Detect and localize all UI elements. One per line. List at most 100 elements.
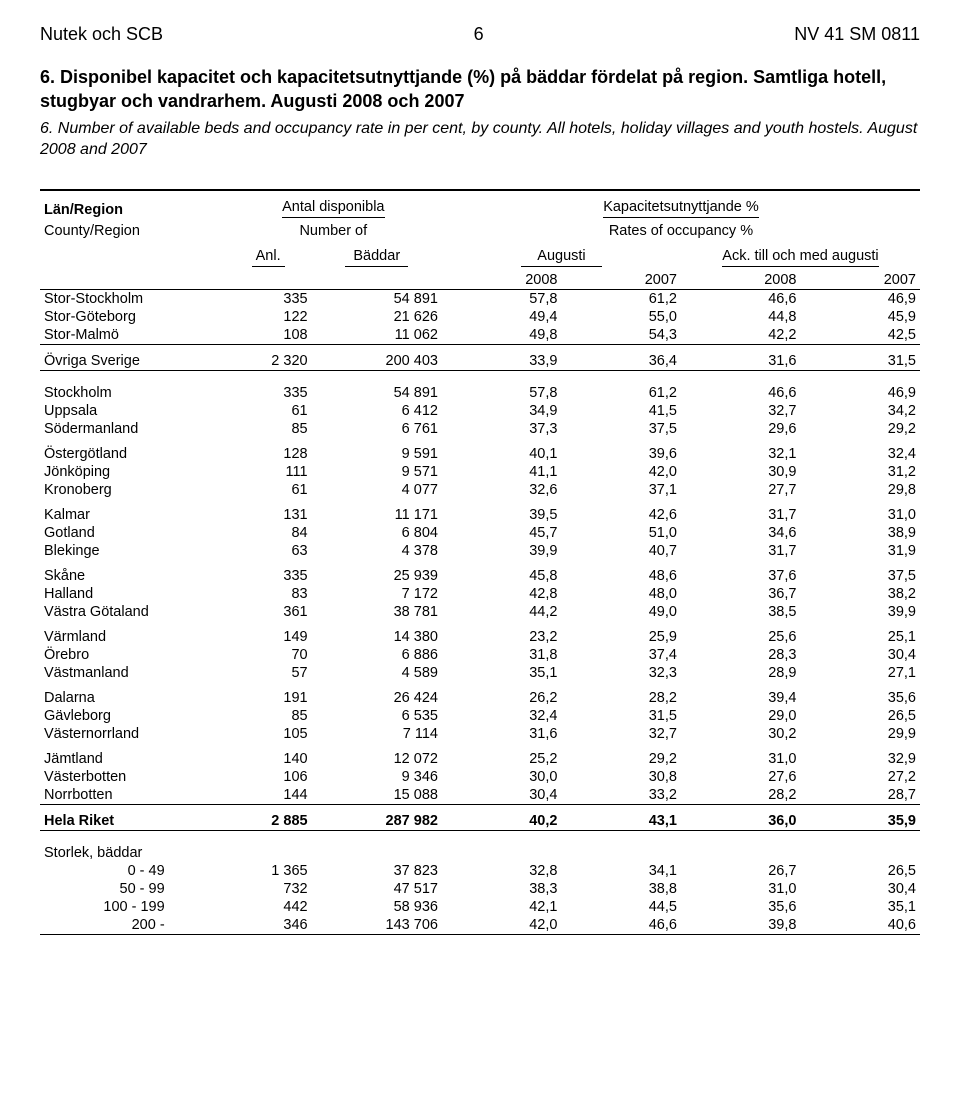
table-row: Hela Riket 2 885 287 982 40,2 43,1 36,0 … (40, 804, 920, 830)
row-anl: 2 320 (225, 344, 312, 370)
row-c08: 46,6 (681, 289, 801, 308)
row-a08: 30,4 (442, 786, 562, 805)
table-row: Västra Götaland 361 38 781 44,2 49,0 38,… (40, 603, 920, 621)
row-anl: 149 (225, 621, 312, 646)
th-kap: Kapacitetsutnyttjande % (442, 191, 920, 222)
row-bed: 143 706 (312, 916, 442, 935)
row-a07: 34,1 (561, 862, 681, 880)
table-row: Västerbotten 106 9 346 30,0 30,8 27,6 27… (40, 768, 920, 786)
row-c08: 28,3 (681, 646, 801, 664)
row-anl: 122 (225, 308, 312, 326)
row-c07: 45,9 (800, 308, 920, 326)
row-anl: 191 (225, 682, 312, 707)
row-c07: 31,9 (800, 542, 920, 560)
row-bed: 7 172 (312, 585, 442, 603)
row-c08: 36,7 (681, 585, 801, 603)
row-c08: 26,7 (681, 862, 801, 880)
row-name: Halland (40, 585, 225, 603)
row-bed: 6 412 (312, 402, 442, 420)
row-a08: 31,8 (442, 646, 562, 664)
row-name: Värmland (40, 621, 225, 646)
row-c07: 30,4 (800, 880, 920, 898)
row-bed: 54 891 (312, 289, 442, 308)
row-a08: 26,2 (442, 682, 562, 707)
row-bed: 6 535 (312, 707, 442, 725)
row-name: Kronoberg (40, 481, 225, 499)
row-c07: 32,4 (800, 438, 920, 463)
row-a08: 49,8 (442, 326, 562, 345)
row-a08: 39,9 (442, 542, 562, 560)
row-anl: 335 (225, 370, 312, 402)
row-c07: 31,2 (800, 463, 920, 481)
row-name: Jönköping (40, 463, 225, 481)
row-a07: 44,5 (561, 898, 681, 916)
row-name: Västra Götaland (40, 603, 225, 621)
table-row: Dalarna 191 26 424 26,2 28,2 39,4 35,6 (40, 682, 920, 707)
row-c08: 31,6 (681, 344, 801, 370)
table-row: Värmland 149 14 380 23,2 25,9 25,6 25,1 (40, 621, 920, 646)
row-c08: 31,7 (681, 542, 801, 560)
th-number: Number of (225, 222, 442, 240)
table-row: Blekinge 63 4 378 39,9 40,7 31,7 31,9 (40, 542, 920, 560)
doc-header-right: NV 41 SM 0811 (794, 24, 920, 45)
row-anl: 105 (225, 725, 312, 743)
row-bed: 21 626 (312, 308, 442, 326)
row-a07: 30,8 (561, 768, 681, 786)
row-c08: 31,0 (681, 880, 801, 898)
row-a07: 40,7 (561, 542, 681, 560)
row-c08: 42,2 (681, 326, 801, 345)
row-anl: 442 (225, 898, 312, 916)
row-anl: 108 (225, 326, 312, 345)
row-anl: 335 (225, 560, 312, 585)
row-bed: 4 589 (312, 664, 442, 682)
row-a07: 32,7 (561, 725, 681, 743)
th-antal: Antal disponibla (225, 191, 442, 222)
table-row: Stor-Stockholm 335 54 891 57,8 61,2 46,6… (40, 289, 920, 308)
table-row: Östergötland 128 9 591 40,1 39,6 32,1 32… (40, 438, 920, 463)
row-anl: 335 (225, 289, 312, 308)
row-anl: 131 (225, 499, 312, 524)
row-anl: 361 (225, 603, 312, 621)
row-a07: 55,0 (561, 308, 681, 326)
table-row: Stor-Malmö 108 11 062 49,8 54,3 42,2 42,… (40, 326, 920, 345)
row-bed: 287 982 (312, 804, 442, 830)
row-a07: 38,8 (561, 880, 681, 898)
th-lan: Län/Region (40, 191, 225, 222)
row-a08: 57,8 (442, 289, 562, 308)
row-c07: 42,5 (800, 326, 920, 345)
row-c07: 35,9 (800, 804, 920, 830)
table-row: Halland 83 7 172 42,8 48,0 36,7 38,2 (40, 585, 920, 603)
doc-header-page: 6 (474, 24, 484, 45)
row-c07: 46,9 (800, 289, 920, 308)
row-c08: 37,6 (681, 560, 801, 585)
table-row: Gävleborg 85 6 535 32,4 31,5 29,0 26,5 (40, 707, 920, 725)
row-bed: 9 571 (312, 463, 442, 481)
th-bed: Bäddar (312, 240, 442, 271)
row-a08: 40,1 (442, 438, 562, 463)
row-c07: 25,1 (800, 621, 920, 646)
row-c08: 36,0 (681, 804, 801, 830)
row-a07: 42,6 (561, 499, 681, 524)
row-anl: 1 365 (225, 862, 312, 880)
row-bed: 54 891 (312, 370, 442, 402)
row-c08: 31,0 (681, 743, 801, 768)
row-bed: 25 939 (312, 560, 442, 585)
row-bed: 200 403 (312, 344, 442, 370)
row-name: Södermanland (40, 420, 225, 438)
table-row: 200 - 346 143 706 42,0 46,6 39,8 40,6 (40, 916, 920, 935)
row-c08: 29,6 (681, 420, 801, 438)
title-swedish: 6. Disponibel kapacitet och kapacitetsut… (40, 65, 920, 114)
row-a08: 30,0 (442, 768, 562, 786)
row-c07: 32,9 (800, 743, 920, 768)
row-c07: 28,7 (800, 786, 920, 805)
data-table: Län/Region Antal disponibla Kapacitetsut… (40, 191, 920, 935)
title-block: 6. Disponibel kapacitet och kapacitetsut… (40, 65, 920, 161)
row-name: Norrbotten (40, 786, 225, 805)
row-anl: 63 (225, 542, 312, 560)
row-a08: 38,3 (442, 880, 562, 898)
row-a07: 25,9 (561, 621, 681, 646)
row-a08: 35,1 (442, 664, 562, 682)
row-anl: 111 (225, 463, 312, 481)
row-c07: 31,0 (800, 499, 920, 524)
row-bed: 12 072 (312, 743, 442, 768)
